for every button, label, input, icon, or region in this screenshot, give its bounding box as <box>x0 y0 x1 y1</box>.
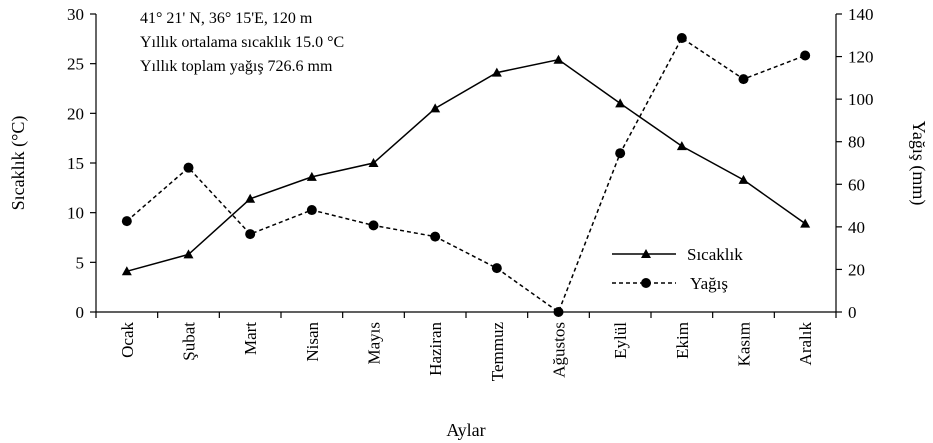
left-y-axis-title: Sıcaklık (°C) <box>8 116 29 211</box>
x-tick-label-temmuz: Temmuz <box>488 322 507 382</box>
data-point-yagis-mayis <box>368 220 379 231</box>
right-y-ticks: 0 20 40 60 80 100 120 140 <box>836 5 874 322</box>
annotation-mean-temperature: Yıllık ortalama sıcaklık 15.0 °C <box>140 34 344 51</box>
x-tick-label-agustos: Ağustos <box>550 322 569 378</box>
legend-yagis-label: Yağış <box>690 274 728 293</box>
legend-sicaklik-label: Sıcaklık <box>687 245 743 264</box>
x-tick-label-mayis: Mayıs <box>365 322 384 365</box>
series-sicaklik <box>121 54 811 276</box>
data-point-sicaklik-mayis <box>368 158 379 167</box>
data-point-yagis-ocak <box>121 216 132 227</box>
right-y-axis-title: Yağış (mm) <box>908 121 929 206</box>
data-point-sicaklik-agustos <box>553 54 564 64</box>
right-y-tick-label: 100 <box>848 90 874 109</box>
data-point-sicaklik-haziran <box>430 103 441 113</box>
data-point-yagis-eylul <box>615 148 626 159</box>
x-tick-label-mart: Mart <box>241 322 260 355</box>
data-point-sicaklik-eylul <box>615 98 626 108</box>
annotation-block: 41° 21' N, 36° 15'E, 120 m Yıllık ortala… <box>140 10 344 75</box>
left-y-tick-label: 0 <box>76 303 85 322</box>
left-y-tick-label: 30 <box>67 5 84 24</box>
x-tick-label-aralik: Aralık <box>796 322 815 366</box>
right-y-tick-label: 40 <box>848 218 865 237</box>
x-tick-label-haziran: Haziran <box>426 322 445 376</box>
data-point-sicaklik-ekim <box>676 141 687 151</box>
data-point-sicaklik-mart <box>245 193 256 203</box>
series-line-sicaklik <box>126 58 806 273</box>
data-point-yagis-aralik <box>800 50 811 61</box>
x-axis-title: Aylar <box>446 420 485 440</box>
right-y-tick-label: 20 <box>848 260 865 279</box>
x-tick-label-kasim: Kasım <box>735 322 754 366</box>
data-point-sicaklik-subat <box>183 249 194 259</box>
left-y-tick-label: 15 <box>67 154 84 173</box>
data-point-yagis-temmuz <box>491 263 502 274</box>
x-tick-label-ekim: Ekim <box>673 322 692 359</box>
right-y-tick-label: 140 <box>848 5 874 24</box>
annotation-location: 41° 21' N, 36° 15'E, 120 m <box>140 10 313 27</box>
data-point-yagis-agustos <box>553 307 564 317</box>
legend-yagis-marker <box>641 278 651 288</box>
data-point-yagis-mart <box>245 229 256 240</box>
data-point-sicaklik-ocak <box>121 266 132 276</box>
x-tick-label-nisan: Nisan <box>303 322 322 362</box>
data-point-yagis-kasim <box>738 74 749 85</box>
legend: Sıcaklık Yağış <box>612 245 743 293</box>
data-point-yagis-subat <box>183 162 194 173</box>
x-tick-label-subat: Şubat <box>180 322 199 361</box>
data-point-sicaklik-aralik <box>800 218 811 228</box>
left-y-tick-label: 5 <box>76 253 85 272</box>
series-layer <box>121 33 811 317</box>
data-point-sicaklik-temmuz <box>491 67 502 77</box>
annotation-total-precipitation: Yıllık toplam yağış 726.6 mm <box>140 58 333 75</box>
data-point-sicaklik-nisan <box>306 171 317 181</box>
left-y-ticks: 0 5 10 15 20 25 30 <box>67 5 96 322</box>
left-y-tick-label: 25 <box>67 55 84 74</box>
x-tick-label-ocak: Ocak <box>118 322 137 358</box>
series-line-yagis <box>126 37 806 314</box>
x-ticks: Ocak Şubat Mart Nisan Mayıs Haziran Temmuz Ağus… <box>95 312 837 382</box>
x-tick-label-eylul: Eylül <box>611 322 630 359</box>
right-y-tick-label: 60 <box>848 175 865 194</box>
right-y-tick-label: 0 <box>848 303 857 322</box>
data-point-yagis-ekim <box>676 33 687 44</box>
data-point-yagis-nisan <box>306 205 317 216</box>
data-point-yagis-haziran <box>430 231 441 242</box>
data-point-sicaklik-kasim <box>738 174 749 184</box>
legend-sicaklik-marker <box>641 249 651 258</box>
left-y-tick-label: 10 <box>67 204 84 223</box>
series-yagis <box>121 33 811 317</box>
left-y-tick-label: 20 <box>67 104 84 123</box>
right-y-tick-label: 120 <box>848 48 874 67</box>
right-y-tick-label: 80 <box>848 133 865 152</box>
